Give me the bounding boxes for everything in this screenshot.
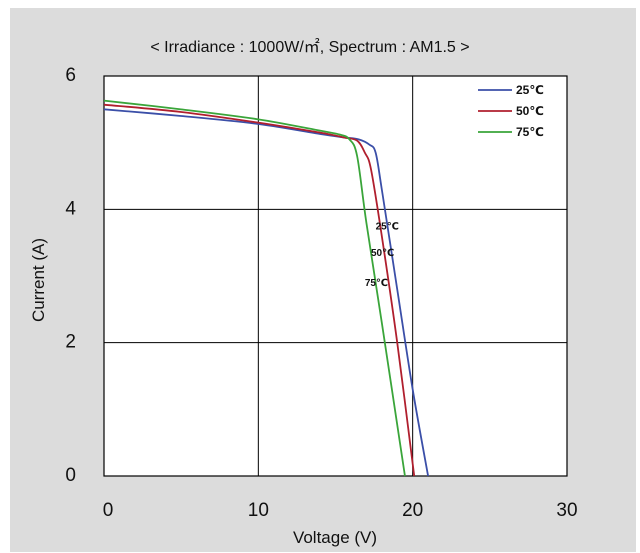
grid (103, 75, 568, 477)
y-tick-label: 0 (65, 465, 76, 486)
curve-label: 25℃ (376, 221, 399, 232)
y-tick-label: 4 (65, 198, 76, 219)
curve-labels: 25℃ 50℃ 75℃ (365, 221, 399, 289)
plot-area (103, 75, 568, 477)
x-tick-label: 30 (556, 500, 577, 521)
legend-label: 25℃ (516, 83, 544, 97)
y-tick-label: 2 (65, 332, 76, 353)
x-axis-label: Voltage (V) (293, 528, 377, 547)
series-line-25℃ (103, 108, 429, 477)
series-line-75℃ (103, 99, 406, 477)
x-tick-label: 0 (103, 500, 114, 521)
series-line-50℃ (103, 103, 416, 477)
legend: 25℃ 50℃ 75℃ (478, 83, 544, 139)
curve-label: 50℃ (371, 248, 394, 259)
tick-labels: 0 10 20 30 0 2 4 6 (65, 65, 577, 521)
curve-label: 75℃ (365, 278, 388, 289)
y-axis-label: Current (A) (29, 238, 48, 322)
y-tick-label: 6 (65, 65, 76, 86)
legend-label: 50℃ (516, 104, 544, 118)
iv-curve-chart: < Irradiance : 1000W/㎡, Spectrum : AM1.5… (29, 38, 578, 547)
curves (103, 99, 429, 477)
chart-frame: < Irradiance : 1000W/㎡, Spectrum : AM1.5… (10, 8, 636, 552)
x-tick-label: 20 (402, 500, 423, 521)
chart-title: < Irradiance : 1000W/㎡, Spectrum : AM1.5… (150, 38, 469, 56)
x-tick-label: 10 (248, 500, 269, 521)
legend-label: 75℃ (516, 125, 544, 139)
